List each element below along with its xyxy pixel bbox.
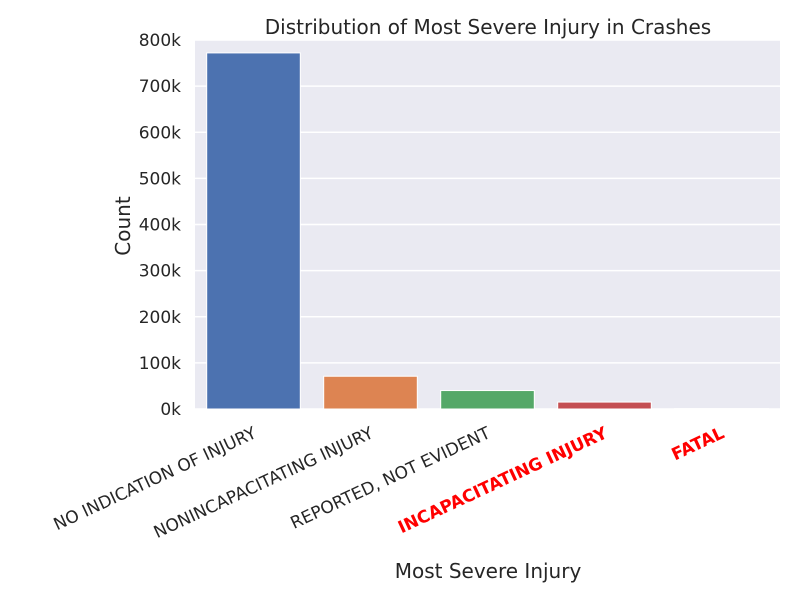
x-axis-label: Most Severe Injury bbox=[395, 559, 582, 583]
bar bbox=[441, 391, 535, 409]
y-tick-label: 0k bbox=[160, 400, 181, 420]
bar bbox=[558, 402, 652, 409]
y-tick-label: 400k bbox=[139, 216, 181, 236]
y-tick-label: 800k bbox=[139, 31, 181, 51]
bar bbox=[207, 53, 301, 409]
y-tick-label: 600k bbox=[139, 123, 181, 143]
chart-title: Distribution of Most Severe Injury in Cr… bbox=[265, 15, 711, 39]
x-tick-label: INCAPACITATING INJURY bbox=[395, 423, 611, 538]
x-tick-label: NO INDICATION OF INJURY bbox=[51, 423, 261, 535]
y-tick-label: 700k bbox=[139, 77, 181, 97]
x-tick-label: NONINCAPACITATING INJURY bbox=[151, 423, 377, 543]
y-axis-label: Count bbox=[111, 196, 135, 256]
y-tick-label: 200k bbox=[139, 308, 181, 328]
y-tick-labels: 0k 100k 200k 300k 400k 500k 600k 700k 800k bbox=[139, 31, 181, 420]
y-tick-label: 100k bbox=[139, 354, 181, 374]
x-tick-label: FATAL bbox=[669, 423, 728, 465]
bar bbox=[324, 376, 418, 409]
y-tick-label: 300k bbox=[139, 262, 181, 282]
x-tick-labels: NO INDICATION OF INJURYNONINCAPACITATING… bbox=[51, 423, 728, 543]
y-tick-label: 500k bbox=[139, 169, 181, 189]
x-tick-label: REPORTED, NOT EVIDENT bbox=[288, 423, 495, 534]
